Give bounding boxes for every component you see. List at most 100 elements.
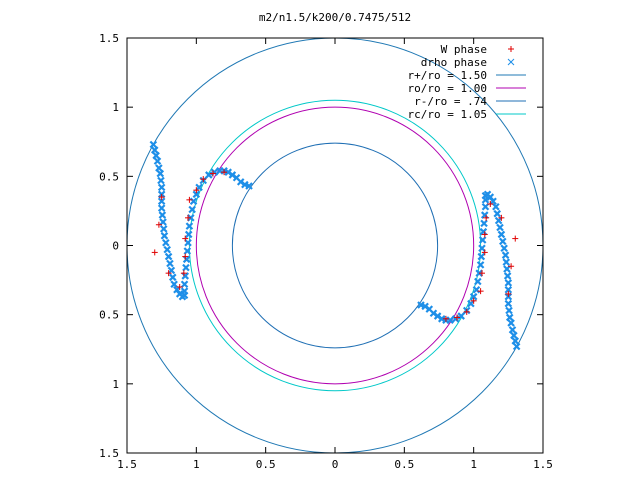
- drho-phase-point: [496, 223, 504, 232]
- w-phase-point: [209, 170, 216, 177]
- y-tick-label: 1.5: [99, 32, 119, 45]
- drho-phase-point: [152, 151, 160, 160]
- w-phase-point: [221, 169, 228, 176]
- drho-phase-point: [180, 287, 189, 295]
- drho-phase-point: [153, 157, 162, 165]
- w-phase-point: [481, 249, 488, 256]
- drho-phase-point: [157, 204, 166, 212]
- drho-phase-point: [493, 209, 502, 218]
- drho-phase-point: [479, 227, 488, 236]
- drho-phase-point: [205, 171, 213, 179]
- drho-phase-point: [505, 313, 514, 322]
- x-tick-label: 0.5: [394, 458, 414, 471]
- drho-phase-point: [155, 164, 163, 172]
- drho-phase-point: [512, 342, 521, 351]
- drho-phase-point: [159, 218, 167, 226]
- w-phase-point: [151, 249, 158, 256]
- drho-phase-point: [181, 272, 190, 280]
- x-tick-label: 1.5: [533, 458, 553, 471]
- drho-phase-point: [507, 319, 515, 327]
- drho-phase-point: [504, 279, 513, 287]
- drho-phase-point: [511, 337, 520, 345]
- drho-phase-point: [185, 222, 194, 230]
- w-phase-point: [463, 308, 470, 315]
- drho-phase-point: [503, 272, 512, 280]
- drho-phase-point: [510, 331, 518, 340]
- w-phase-point: [505, 290, 512, 297]
- w-phase-point: [483, 214, 490, 221]
- chart-title: m2/n1.5/k200/0.7475/512: [259, 11, 411, 24]
- drho-phase-point: [189, 197, 198, 206]
- drho-phase-point: [168, 273, 177, 282]
- drho-phase-point: [164, 252, 173, 261]
- drho-phase-point: [508, 326, 517, 334]
- drho-phase-point: [166, 259, 174, 268]
- axis-ticks: 1.5 1 0.5 0 0.5 1 1.51.510.500.511.5: [99, 32, 553, 471]
- drho-phase-point: [503, 265, 511, 273]
- drho-phase-point: [478, 244, 486, 253]
- w-phase-point: [442, 315, 449, 322]
- drho-phase-point: [180, 280, 189, 289]
- legend-label: r+/ro = 1.50: [408, 69, 487, 82]
- drho-phase-point: [502, 258, 511, 266]
- drho-phase-point: [481, 196, 490, 204]
- drho-phase-point: [501, 251, 510, 259]
- drho-phase-point: [160, 232, 169, 240]
- drho-phase-point: [492, 202, 500, 211]
- drho-phase-point: [157, 183, 166, 192]
- drho-phase-point: [500, 244, 508, 253]
- drho-phase-point: [210, 168, 219, 176]
- drho-phase-point: [457, 312, 465, 320]
- drho-phase-point: [162, 238, 170, 247]
- y-tick-label: 1: [112, 378, 119, 391]
- drho-phase-point: [476, 261, 485, 269]
- drho-phase-point: [469, 292, 478, 301]
- drho-phase-point: [497, 230, 506, 239]
- drho-phase-point: [156, 169, 165, 178]
- w-phase-point: [182, 253, 189, 260]
- drho-phase-point: [504, 299, 513, 308]
- w-phase-point: [165, 270, 172, 277]
- drho-phase-point: [499, 237, 507, 246]
- w-phase-point: [487, 201, 494, 207]
- drho-phase-point: [504, 285, 513, 294]
- drho-phase-point: [157, 176, 165, 185]
- w-phase-point: [158, 194, 165, 201]
- w-phase-point: [478, 270, 485, 277]
- circle-3: [188, 99, 482, 392]
- w-phase-point: [200, 176, 207, 183]
- circle-2: [231, 142, 439, 349]
- w-phase-point: [454, 314, 461, 321]
- legend-label: ro/ro = 1.00: [408, 82, 487, 95]
- legend-marker-swatch: [507, 58, 515, 66]
- x-tick-label: 0.5: [256, 458, 276, 471]
- drho-phase-point: [480, 211, 489, 219]
- drho-phase-point: [481, 202, 490, 211]
- drho-phase-point: [158, 211, 167, 219]
- drho-phase-point: [150, 146, 159, 154]
- w-phase-point: [186, 196, 193, 203]
- drho-phase-point: [163, 245, 171, 254]
- w-phase-point: [508, 263, 515, 270]
- drho-phase-point: [182, 263, 190, 272]
- w-phase-point: [193, 187, 200, 194]
- x-tick-label: 1: [193, 458, 200, 471]
- drho-phase-point: [157, 197, 166, 206]
- w-phase-point: [498, 214, 505, 221]
- w-phase-point: [185, 214, 192, 221]
- y-tick-label: 0.5: [99, 309, 119, 322]
- legend-marker-swatch: [508, 46, 514, 52]
- x-tick-label: 1: [470, 458, 477, 471]
- drho-phase-point: [170, 280, 178, 289]
- drho-phase-point: [494, 216, 503, 225]
- w-phase-point: [182, 235, 189, 242]
- w-phase-point: [481, 231, 488, 238]
- legend-label: rc/ro = 1.05: [408, 108, 487, 121]
- legend-label: drho phase: [421, 56, 487, 69]
- w-phase-point: [180, 270, 187, 277]
- drho-phase-point: [183, 247, 192, 255]
- drho-phase-point: [472, 285, 481, 294]
- drho-phase-point: [478, 236, 487, 244]
